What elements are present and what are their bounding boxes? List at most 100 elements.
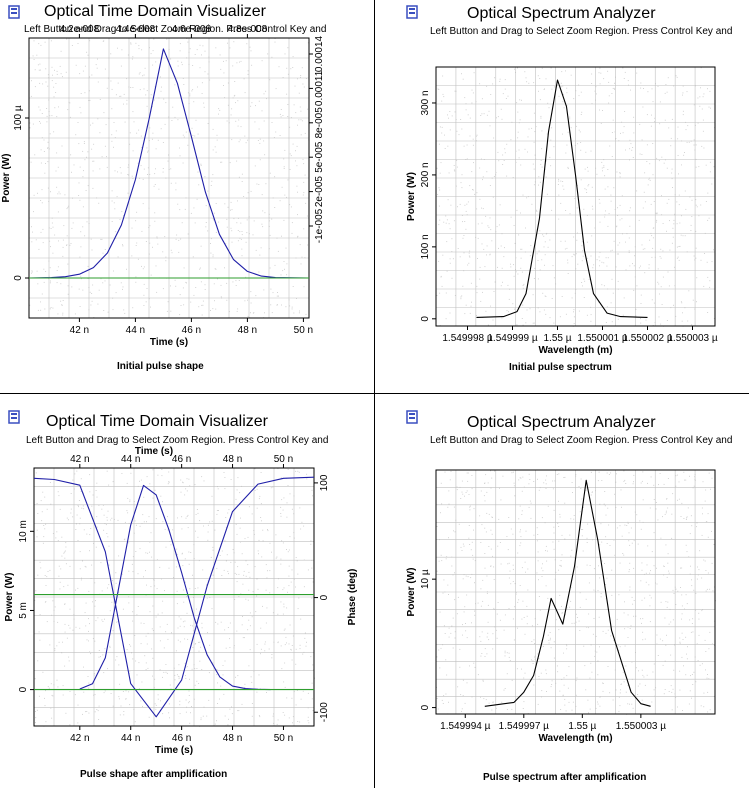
texture-dot: [545, 160, 547, 162]
texture-dot: [148, 516, 150, 518]
texture-dot: [480, 542, 482, 543]
texture-dot: [563, 93, 564, 95]
texture-dot: [191, 90, 193, 92]
texture-dot: [276, 304, 278, 306]
texture-dot: [185, 699, 187, 701]
texture-dot: [667, 553, 669, 555]
texture-dot: [592, 208, 594, 210]
texture-dot: [107, 536, 109, 538]
texture-dot: [520, 536, 522, 538]
texture-dot: [574, 557, 576, 559]
texture-dot: [543, 246, 545, 248]
texture-dot: [641, 139, 643, 141]
texture-dot: [291, 222, 293, 224]
texture-dot: [642, 639, 644, 641]
texture-dot: [174, 674, 176, 676]
texture-dot: [671, 172, 673, 174]
texture-dot: [537, 534, 539, 535]
texture-dot: [142, 268, 144, 270]
texture-dot: [618, 594, 620, 596]
texture-dot: [67, 109, 69, 111]
texture-dot: [282, 542, 284, 544]
texture-dot: [633, 265, 635, 267]
texture-dot: [291, 232, 293, 234]
texture-dot: [247, 299, 248, 301]
texture-dot: [526, 623, 528, 625]
texture-dot: [665, 510, 667, 512]
texture-dot: [45, 523, 47, 525]
texture-dot: [519, 505, 521, 507]
texture-dot: [539, 181, 541, 183]
texture-dot: [696, 522, 698, 524]
x-tick-label: 46 n: [172, 733, 191, 744]
texture-dot: [111, 108, 113, 110]
texture-dot: [653, 201, 655, 202]
texture-dot: [273, 713, 274, 715]
texture-dot: [288, 565, 290, 567]
texture-dot: [101, 238, 103, 240]
texture-dot: [282, 115, 284, 116]
texture-dot: [484, 482, 486, 484]
texture-dot: [506, 143, 508, 145]
phase-curve: [33, 476, 315, 718]
texture-dot: [61, 145, 63, 147]
texture-dot: [575, 621, 577, 623]
texture-dot: [461, 187, 463, 189]
texture-dot: [447, 506, 449, 508]
texture-dot: [161, 475, 163, 477]
texture-dot: [60, 300, 62, 302]
top-tick-label: 48 n: [223, 454, 242, 465]
texture-dot: [671, 709, 673, 711]
texture-dot: [470, 577, 472, 579]
texture-dot: [296, 298, 297, 299]
texture-dot: [123, 93, 125, 95]
texture-dot: [213, 283, 215, 285]
texture-dot: [36, 503, 38, 504]
texture-dot: [187, 144, 189, 146]
texture-dot: [625, 483, 627, 484]
texture-dot: [182, 78, 184, 79]
texture-dot: [600, 523, 602, 525]
texture-dot: [212, 128, 214, 130]
texture-dot: [642, 248, 644, 250]
texture-dot: [291, 306, 293, 308]
texture-dot: [31, 270, 33, 272]
texture-dot: [66, 517, 68, 519]
texture-dot: [45, 271, 47, 272]
texture-dot: [611, 321, 613, 323]
texture-dot: [442, 254, 444, 256]
texture-dot: [691, 525, 693, 527]
chart[interactable]: 1.549994 µ 1.549997 µ 1.55 µ 1.550003 µWave…: [375, 394, 749, 788]
texture-dot: [680, 516, 682, 517]
texture-dot: [579, 592, 581, 594]
texture-dot: [210, 252, 212, 254]
texture-dot: [164, 528, 166, 530]
texture-dot: [599, 260, 601, 262]
texture-dot: [290, 68, 292, 70]
texture-dot: [87, 151, 89, 153]
texture-dot: [640, 82, 642, 84]
texture-dot: [463, 235, 465, 236]
texture-dot: [145, 635, 147, 637]
texture-dot: [549, 317, 551, 319]
texture-dot: [655, 687, 657, 689]
texture-dot: [492, 701, 494, 703]
texture-dot: [590, 255, 592, 257]
texture-dot: [110, 693, 112, 694]
texture-dot: [305, 645, 307, 647]
texture-dot: [440, 512, 441, 514]
texture-dot: [283, 168, 285, 169]
chart[interactable]: 1.549998 µ1.549999 µ 1.55 µ 1.550001 µ1.55…: [375, 0, 749, 393]
texture-dot: [260, 247, 262, 249]
texture-dot: [207, 632, 208, 634]
texture-dot: [69, 244, 71, 246]
texture-dot: [624, 479, 626, 481]
texture-dot: [236, 310, 238, 312]
top-tick-label: 50 n: [274, 454, 293, 465]
texture-dot: [468, 525, 470, 526]
texture-dot: [563, 684, 565, 686]
texture-dot: [122, 608, 124, 610]
texture-dot: [70, 243, 72, 244]
